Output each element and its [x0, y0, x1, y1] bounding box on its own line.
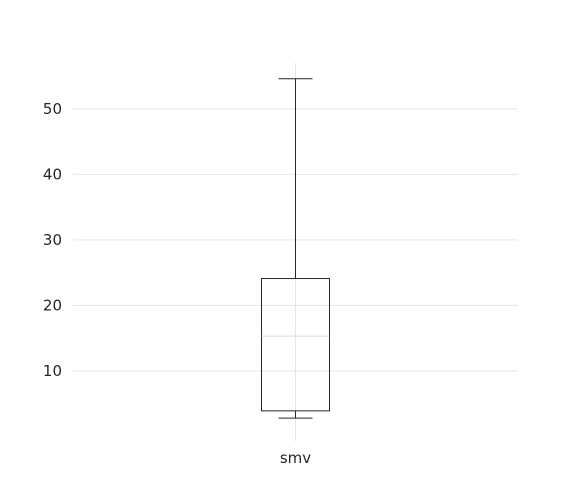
x-category-label: smv [280, 449, 311, 467]
box-layer [261, 78, 330, 419]
iqr-box [261, 278, 330, 412]
label-layer: 10 20 30 40 50 smv [43, 100, 311, 467]
y-tick-label: 20 [43, 296, 62, 314]
y-tick-label: 50 [43, 100, 62, 118]
y-tick-label: 10 [43, 362, 62, 380]
y-tick-label: 30 [43, 231, 62, 249]
y-tick-label: 40 [43, 165, 62, 183]
